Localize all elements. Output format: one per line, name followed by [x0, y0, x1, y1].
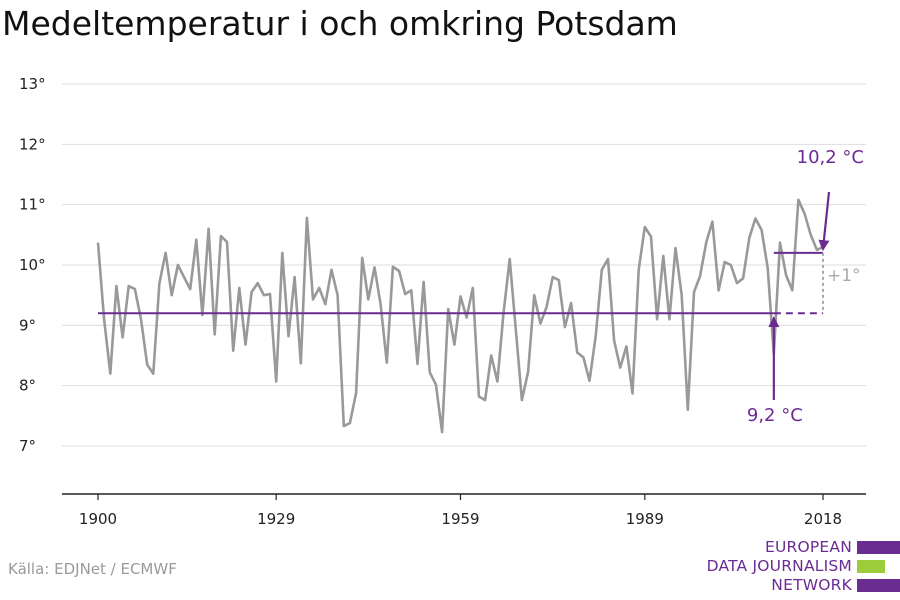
x-tick-label: 1929: [257, 510, 295, 528]
logo-bar-green: [857, 560, 885, 573]
y-tick-label: 13°: [19, 75, 46, 93]
x-tick-label: 1900: [79, 510, 117, 528]
logo-line-2: DATA JOURNALISM: [706, 557, 852, 575]
y-tick-label: 8°: [19, 377, 36, 395]
arrow-new-mean: [818, 191, 831, 252]
logo-bar-purple-bottom: [857, 579, 900, 592]
annotation-new-mean: 10,2 °C: [797, 147, 864, 168]
y-tick-label: 7°: [19, 437, 36, 455]
logo-bar-purple-top: [857, 541, 900, 554]
y-tick-label: 12°: [19, 135, 46, 153]
annotation-difference: +1°: [827, 266, 861, 286]
logo-line-3: NETWORK: [771, 576, 852, 594]
y-tick-label: 9°: [19, 316, 36, 334]
x-tick-label: 2018: [804, 510, 842, 528]
x-tick-label: 1989: [626, 510, 664, 528]
y-tick-label: 10°: [19, 256, 46, 274]
temperature-series-line: [96, 198, 824, 434]
logo-line-1: EUROPEAN: [764, 538, 852, 556]
chart-title: Medeltemperatur i och omkring Potsdam: [2, 4, 678, 43]
annotation-old-mean: 9,2 °C: [747, 405, 803, 426]
x-tick-label: 1959: [441, 510, 479, 528]
source-credit: Källa: EDJNet / ECMWF: [8, 560, 177, 578]
y-tick-label: 11°: [19, 196, 46, 214]
edjnet-logo: EUROPEAN DATA JOURNALISM NETWORK: [700, 538, 900, 596]
